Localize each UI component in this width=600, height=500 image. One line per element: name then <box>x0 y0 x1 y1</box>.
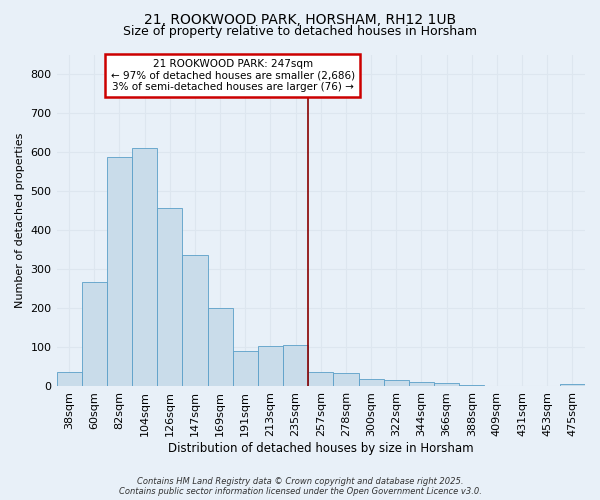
Bar <box>182 256 208 386</box>
Bar <box>208 308 233 386</box>
Bar <box>157 208 182 386</box>
Bar <box>56 372 82 386</box>
Bar <box>107 157 132 386</box>
Y-axis label: Number of detached properties: Number of detached properties <box>15 133 25 308</box>
Bar <box>308 372 334 386</box>
Bar <box>409 382 434 386</box>
Text: 21, ROOKWOOD PARK, HORSHAM, RH12 1UB: 21, ROOKWOOD PARK, HORSHAM, RH12 1UB <box>144 12 456 26</box>
Bar <box>359 380 383 386</box>
Bar <box>233 350 258 386</box>
Text: Size of property relative to detached houses in Horsham: Size of property relative to detached ho… <box>123 25 477 38</box>
Bar <box>132 148 157 386</box>
Text: Contains HM Land Registry data © Crown copyright and database right 2025.
Contai: Contains HM Land Registry data © Crown c… <box>119 476 481 496</box>
Bar <box>459 384 484 386</box>
Bar <box>283 345 308 387</box>
Bar <box>560 384 585 386</box>
Bar <box>434 383 459 386</box>
Text: 21 ROOKWOOD PARK: 247sqm
← 97% of detached houses are smaller (2,686)
3% of semi: 21 ROOKWOOD PARK: 247sqm ← 97% of detach… <box>110 59 355 92</box>
X-axis label: Distribution of detached houses by size in Horsham: Distribution of detached houses by size … <box>168 442 473 455</box>
Bar <box>334 373 359 386</box>
Bar <box>383 380 409 386</box>
Bar <box>82 282 107 387</box>
Bar <box>258 346 283 387</box>
